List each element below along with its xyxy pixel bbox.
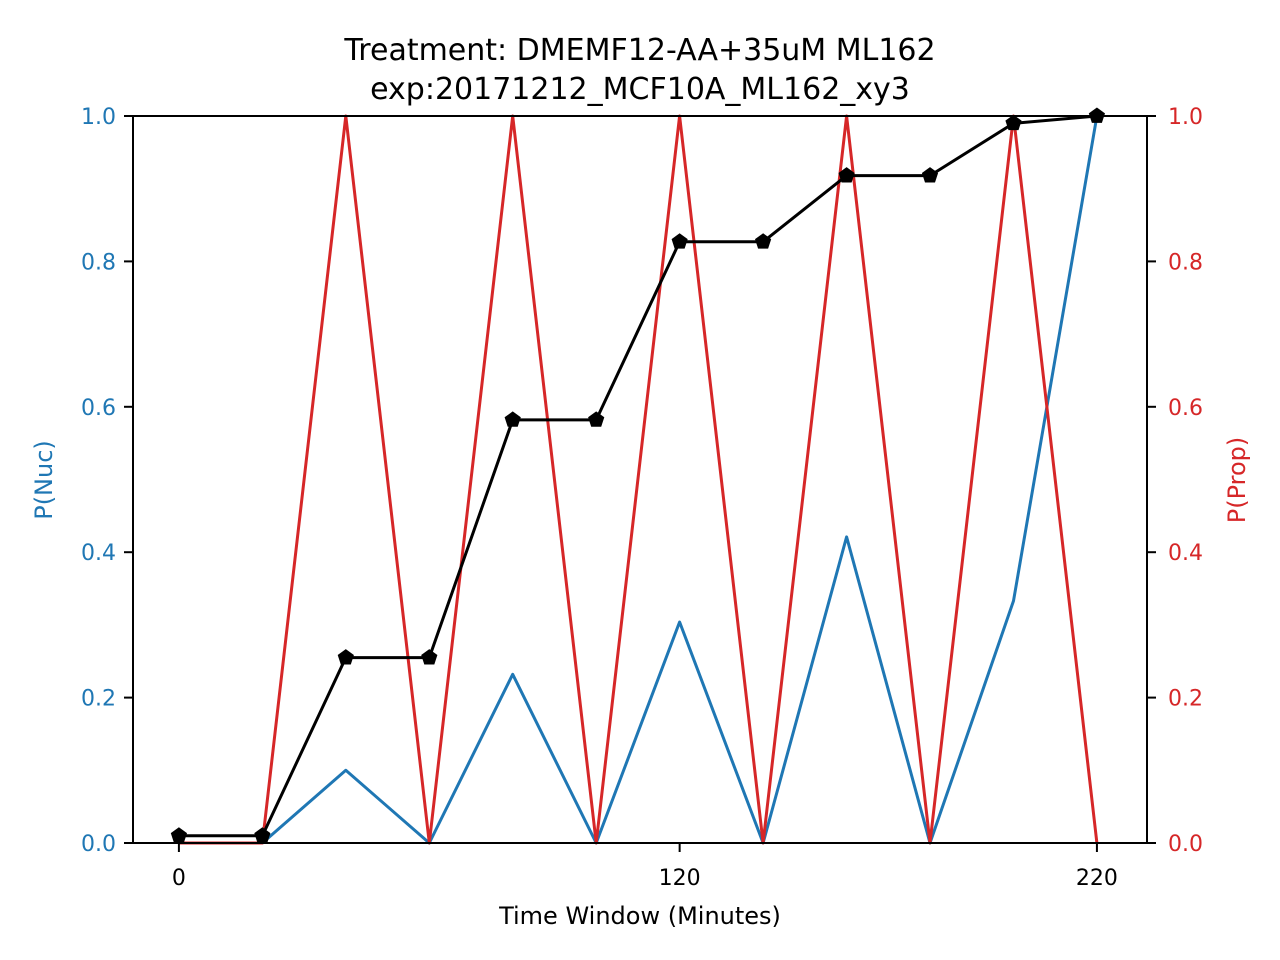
y-tick-label-left: 1.0 bbox=[81, 105, 116, 130]
chart-title: Treatment: DMEMF12-AA+35uM ML162 bbox=[343, 33, 935, 68]
y-tick-label-right: 0.4 bbox=[1168, 541, 1203, 566]
data-point-marker bbox=[838, 167, 855, 183]
axes: 0 120 220 0.0 0.2 0.4 0.6 0.8 1.0 0.0 0.2 0.4 0.6 0.8… bbox=[81, 105, 1203, 891]
data-point-marker bbox=[671, 233, 688, 249]
y-tick-label-left: 0.0 bbox=[81, 832, 116, 857]
x-tick-label: 0 bbox=[172, 866, 186, 891]
data-point-marker bbox=[588, 411, 605, 427]
data-point-marker bbox=[755, 233, 772, 249]
series-line-2 bbox=[178, 114, 1098, 838]
data-point-marker bbox=[254, 827, 271, 843]
data-point-marker bbox=[921, 167, 939, 183]
data-point-marker bbox=[1005, 114, 1022, 131]
y-tick-label-right: 0.8 bbox=[1168, 250, 1203, 275]
x-axis-label: Time Window (Minutes) bbox=[498, 902, 781, 930]
y-tick-label-left: 0.8 bbox=[81, 250, 116, 275]
y-tick-label-right: 1.0 bbox=[1168, 105, 1203, 130]
chart-subtitle: exp:20171212_MCF10A_ML162_xy3 bbox=[370, 72, 910, 107]
plot-markers bbox=[170, 107, 1105, 843]
plot-frame bbox=[132, 115, 1148, 844]
data-point-marker bbox=[170, 827, 187, 843]
data-point-marker bbox=[504, 411, 521, 427]
y-tick-label-left: 0.4 bbox=[81, 541, 116, 566]
y-tick-label-right: 0.0 bbox=[1168, 832, 1203, 857]
x-tick-label: 120 bbox=[659, 866, 701, 891]
data-point-marker bbox=[337, 649, 354, 665]
series-line-0 bbox=[178, 115, 1099, 845]
series-line-1 bbox=[178, 114, 1099, 845]
data-point-marker bbox=[421, 649, 438, 665]
y-tick-label-right: 0.2 bbox=[1168, 687, 1203, 712]
plot-lines bbox=[178, 114, 1099, 845]
y-tick-label-right: 0.6 bbox=[1168, 396, 1203, 421]
x-tick-label: 220 bbox=[1076, 866, 1118, 891]
y-axis-label-right: P(Prop) bbox=[1223, 437, 1251, 524]
y-tick-label-left: 0.6 bbox=[81, 396, 116, 421]
y-axis-label-left: P(Nuc) bbox=[30, 440, 58, 520]
y-tick-label-left: 0.2 bbox=[81, 687, 116, 712]
